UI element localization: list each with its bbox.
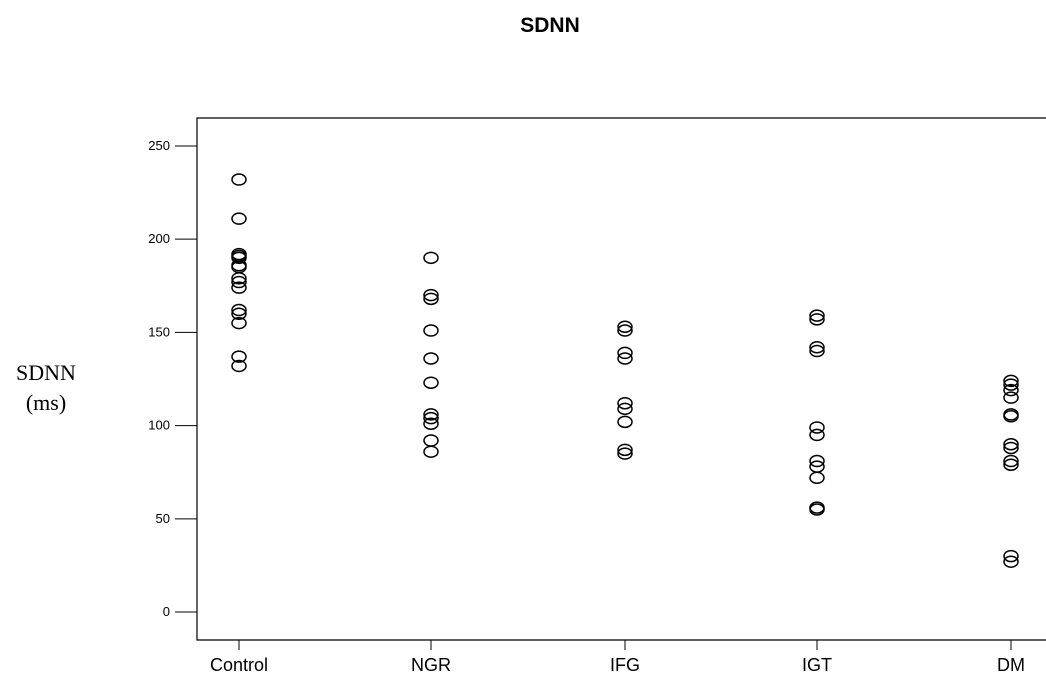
- data-point: [423, 292, 439, 306]
- x-tick-label: IGT: [802, 655, 832, 675]
- data-point: [231, 303, 247, 317]
- x-axis: Control NGR IFG IGT DM: [210, 640, 1025, 675]
- x-tick-label: DM: [997, 655, 1025, 675]
- data-point: [423, 376, 439, 389]
- data-point: [809, 471, 825, 485]
- data-point: [423, 251, 439, 265]
- data-point: [423, 417, 439, 430]
- data-points: [231, 173, 1019, 568]
- data-point: [617, 402, 633, 416]
- data-point: [231, 359, 247, 373]
- data-point: [231, 212, 247, 225]
- data-point: [1003, 454, 1019, 468]
- data-point: [231, 316, 247, 330]
- plot-frame: [196, 117, 1046, 641]
- data-point: [809, 313, 825, 326]
- data-point: [1003, 438, 1019, 451]
- data-point: [231, 251, 247, 265]
- data-point: [617, 320, 633, 334]
- y-axis-label-line1: SDNN: [16, 360, 76, 385]
- data-point: [231, 281, 247, 294]
- data-point: [423, 445, 439, 458]
- data-point: [1003, 555, 1019, 568]
- data-point: [617, 324, 633, 337]
- data-point: [1003, 441, 1019, 455]
- data-point: [809, 341, 825, 354]
- data-point: [1003, 378, 1019, 391]
- data-point: [617, 352, 633, 365]
- data-point: [809, 344, 825, 358]
- data-point: [809, 454, 825, 468]
- plot-border: [196, 117, 1046, 641]
- y-axis-label: SDNN (ms): [4, 358, 88, 418]
- data-point: [809, 421, 825, 434]
- data-point: [1003, 458, 1019, 472]
- data-point: [231, 275, 247, 289]
- data-point: [1003, 374, 1019, 388]
- data-point: [231, 173, 247, 186]
- data-point: [423, 408, 439, 421]
- data-point: [617, 346, 633, 360]
- data-point: [617, 443, 633, 457]
- y-axis: 0 50 100 150 200 250: [148, 138, 197, 619]
- data-point: [617, 447, 633, 460]
- y-tick-label: 0: [163, 604, 170, 619]
- x-tick-label: NGR: [411, 655, 451, 675]
- data-point: [231, 272, 247, 285]
- y-axis-label-line2: (ms): [25, 390, 67, 415]
- y-tick-label: 250: [148, 138, 170, 153]
- data-point: [231, 350, 247, 363]
- y-tick-label: 100: [148, 418, 170, 433]
- y-tick-label: 50: [156, 511, 170, 526]
- data-point: [423, 352, 439, 365]
- data-point: [617, 396, 633, 410]
- data-point: [809, 428, 825, 442]
- data-point: [809, 503, 825, 516]
- data-point: [423, 411, 439, 425]
- data-point: [1003, 549, 1019, 563]
- data-point: [423, 288, 439, 302]
- y-tick-label: 200: [148, 231, 170, 246]
- data-point: [809, 309, 825, 322]
- x-tick-label: Control: [210, 655, 268, 675]
- data-point: [1003, 383, 1019, 397]
- data-point: [617, 415, 633, 429]
- x-tick-label: IFG: [610, 655, 640, 675]
- y-tick-label: 150: [148, 324, 170, 339]
- data-point: [423, 434, 439, 447]
- data-point: [1003, 410, 1019, 423]
- data-point: [231, 307, 247, 320]
- data-point: [1003, 391, 1019, 404]
- chart-title: SDNN: [520, 14, 580, 37]
- data-point: [423, 324, 439, 337]
